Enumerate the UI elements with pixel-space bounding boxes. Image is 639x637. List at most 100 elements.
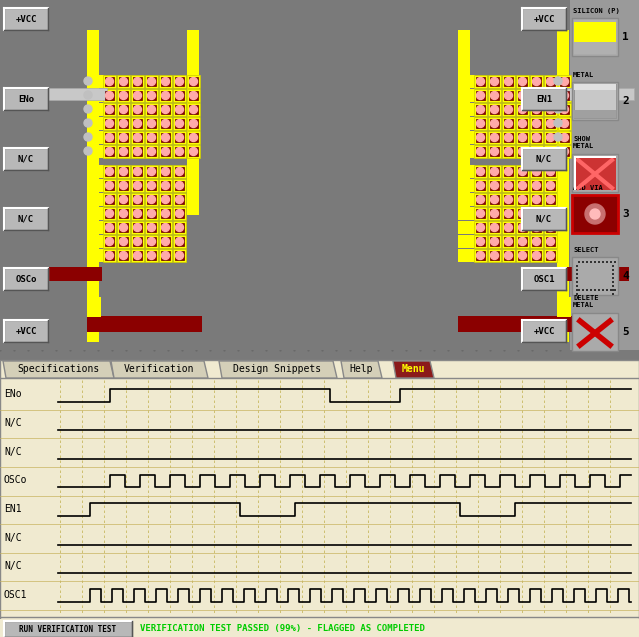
Bar <box>546 147 555 156</box>
Bar <box>532 77 541 86</box>
Bar <box>474 221 487 234</box>
Bar <box>576 281 578 283</box>
Bar <box>576 269 578 271</box>
Bar <box>490 133 499 142</box>
Bar <box>572 154 618 192</box>
Bar <box>119 147 128 156</box>
Bar <box>147 77 156 86</box>
Bar <box>131 207 144 220</box>
Bar <box>518 133 527 142</box>
Bar <box>556 145 569 158</box>
Circle shape <box>84 77 92 85</box>
Bar <box>488 103 501 116</box>
Circle shape <box>532 210 541 217</box>
Circle shape <box>105 252 114 259</box>
Bar <box>173 221 186 234</box>
Circle shape <box>105 224 114 231</box>
Circle shape <box>491 92 498 99</box>
Bar <box>612 273 614 275</box>
Circle shape <box>119 182 128 189</box>
Bar <box>147 251 156 260</box>
Bar <box>147 237 156 246</box>
Bar <box>606 289 608 291</box>
Bar <box>546 91 555 100</box>
Bar <box>546 167 555 176</box>
Bar <box>133 237 142 246</box>
Bar <box>4 268 48 290</box>
Bar <box>103 75 116 88</box>
Bar <box>490 181 499 190</box>
Bar <box>145 235 158 248</box>
Circle shape <box>134 148 141 155</box>
Text: OSC1: OSC1 <box>4 590 27 600</box>
Text: Verification: Verification <box>124 364 194 374</box>
Bar <box>574 110 616 118</box>
Bar <box>610 289 612 291</box>
Bar <box>145 249 158 262</box>
Bar <box>147 147 156 156</box>
Bar <box>119 223 128 232</box>
Bar <box>544 103 557 116</box>
Bar <box>131 89 144 102</box>
Circle shape <box>560 134 569 141</box>
Bar <box>133 119 142 128</box>
Bar <box>502 249 515 262</box>
Bar <box>516 221 529 234</box>
Bar <box>476 223 485 232</box>
Circle shape <box>134 182 141 189</box>
Bar <box>502 145 515 158</box>
Bar <box>159 193 172 206</box>
Circle shape <box>134 210 141 217</box>
Bar <box>4 148 48 170</box>
Bar <box>504 119 513 128</box>
Bar <box>576 277 578 279</box>
Bar <box>175 133 184 142</box>
Bar <box>532 91 541 100</box>
Circle shape <box>546 238 555 245</box>
Circle shape <box>505 148 512 155</box>
Bar <box>159 117 172 130</box>
Circle shape <box>532 168 541 176</box>
Circle shape <box>491 238 498 245</box>
Bar <box>173 89 186 102</box>
Bar <box>173 179 186 192</box>
Bar <box>602 289 604 291</box>
Bar <box>557 267 629 281</box>
Bar <box>474 131 487 144</box>
Bar <box>173 103 186 116</box>
Circle shape <box>505 224 512 231</box>
Bar <box>598 289 600 291</box>
Bar <box>546 133 555 142</box>
Bar <box>0 619 639 637</box>
Circle shape <box>546 196 555 203</box>
Circle shape <box>105 78 114 85</box>
Bar <box>147 91 156 100</box>
Bar <box>488 249 501 262</box>
Circle shape <box>176 182 183 189</box>
Bar <box>187 89 200 102</box>
Bar <box>159 75 172 88</box>
Circle shape <box>162 210 169 217</box>
Bar <box>532 251 541 260</box>
Bar <box>560 147 569 156</box>
Bar <box>159 103 172 116</box>
Bar <box>189 105 198 114</box>
Polygon shape <box>3 361 114 378</box>
Bar <box>474 193 487 206</box>
Bar <box>488 145 501 158</box>
Bar <box>87 179 104 192</box>
Bar <box>518 223 527 232</box>
Circle shape <box>119 120 128 127</box>
Bar <box>175 119 184 128</box>
Circle shape <box>546 106 555 113</box>
Circle shape <box>84 119 92 127</box>
Text: +VCC: +VCC <box>15 15 37 24</box>
Circle shape <box>532 134 541 141</box>
Bar <box>546 105 555 114</box>
Bar <box>546 223 555 232</box>
Bar <box>544 89 557 102</box>
Circle shape <box>119 168 128 176</box>
Circle shape <box>105 168 114 176</box>
Polygon shape <box>341 361 382 378</box>
Bar <box>474 145 487 158</box>
